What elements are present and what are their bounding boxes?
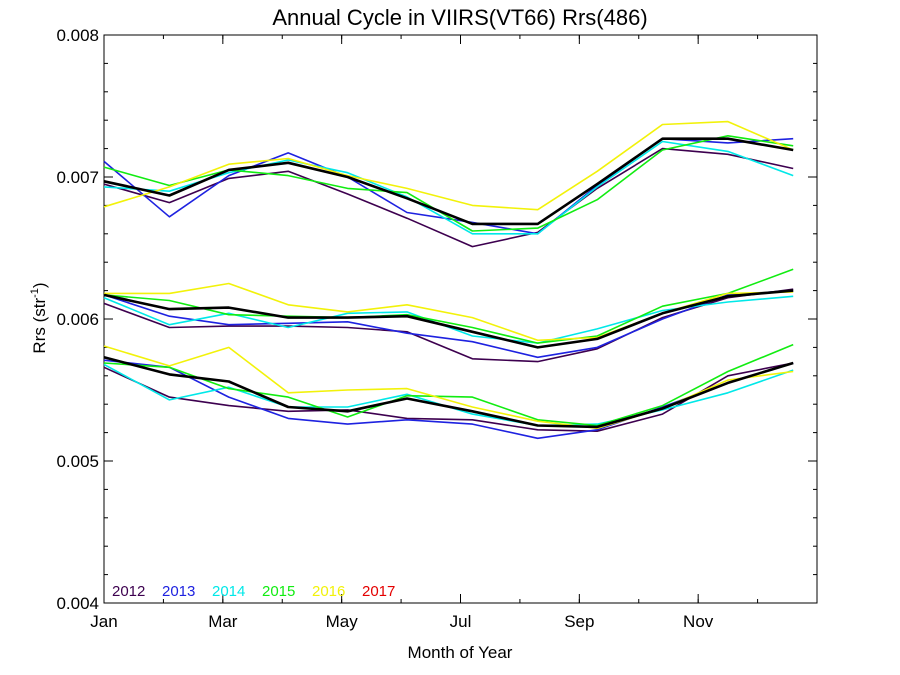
y-tick-label: 0.008 (56, 26, 99, 45)
x-axis-label: Month of Year (408, 643, 513, 662)
y-tick-label: 0.005 (56, 452, 99, 471)
y-tick-label: 0.007 (56, 168, 99, 187)
x-axis-ticks: Jan Mar May Jul Sep Nov (90, 35, 818, 631)
legend-entry-2017: 2017 (362, 583, 395, 600)
series-line-2016-group-2 (104, 282, 794, 342)
legend-entry-2014: 2014 (212, 583, 245, 600)
y-tick-label: 0.006 (56, 310, 99, 329)
legend-entry-2012: 2012 (112, 583, 145, 600)
series-line-2016-group-1 (103, 120, 794, 211)
x-tick-label: Mar (208, 612, 238, 631)
series-line-2014-group-1 (103, 140, 794, 235)
series-line-2013-group-3 (103, 359, 794, 440)
x-tick-label: May (326, 612, 359, 631)
series-line-mean-group-2 (103, 289, 794, 349)
series-line-2014-group-3 (103, 363, 794, 427)
legend-entry-2015: 2015 (262, 583, 295, 600)
series-line-2013-group-2 (103, 289, 794, 359)
y-axis-label-main: Rrs (str (30, 298, 49, 354)
legend-entry-2013: 2013 (162, 583, 195, 600)
series-line-mean-group-1 (103, 137, 794, 226)
x-tick-label: Sep (564, 612, 594, 631)
series-line-2015-group-2 (103, 268, 794, 344)
chart-title: Annual Cycle in VIIRS(VT66) Rrs(486) (272, 5, 647, 30)
x-tick-label: Nov (683, 612, 714, 631)
y-tick-label: 0.004 (56, 594, 99, 613)
plot-frame (103, 34, 818, 604)
series-line-2015-group-1 (103, 135, 794, 232)
series-line-2015-group-3 (103, 343, 794, 427)
x-tick-label: Jul (450, 612, 472, 631)
y-axis-label-close: ) (30, 282, 49, 288)
y-axis-label: Rrs (str-1) (29, 282, 49, 353)
series-line-mean-group-3 (103, 356, 794, 429)
legend-entry-2016: 2016 (312, 583, 345, 600)
y-axis-label-exponent: -1 (29, 288, 41, 298)
y-axis-ticks: 0.004 0.005 0.006 0.007 0.008 (56, 26, 817, 613)
x-tick-label: Jan (90, 612, 117, 631)
series-line-2014-group-2 (103, 295, 794, 344)
legend: 2012 2013 2014 2015 2016 2017 (112, 583, 395, 600)
series-layer (103, 120, 794, 440)
series-line-2012-group-1 (103, 147, 794, 248)
